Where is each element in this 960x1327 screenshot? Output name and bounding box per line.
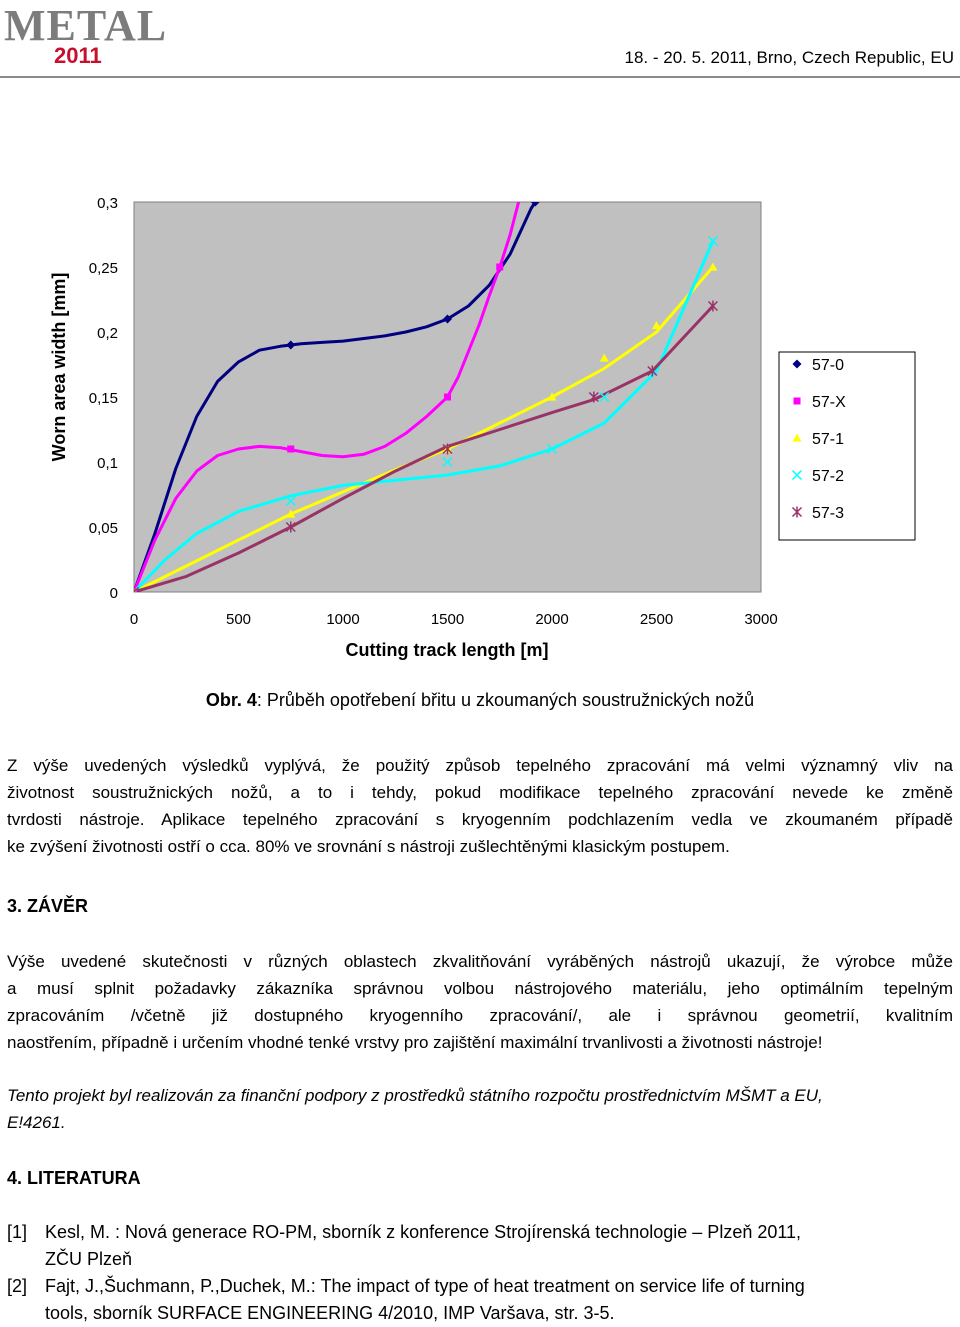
reference-line: Fajt, J.,Šuchmann, P.,Duchek, M.: The im… bbox=[45, 1276, 805, 1296]
data-point-57-1 bbox=[652, 321, 661, 330]
legend-marker-57-1 bbox=[792, 433, 802, 442]
para-line: naostřením, případně i určením vhodné te… bbox=[7, 1033, 823, 1052]
reference-line: ZČU Plzeň bbox=[45, 1249, 133, 1269]
legend-marker-57-2 bbox=[791, 469, 803, 481]
para-line: zpracováním /včetně již dostupného kryog… bbox=[7, 1006, 953, 1025]
x-tick-label: 0 bbox=[130, 611, 138, 628]
x-tick-labels: 0 500 1000 1500 2000 2500 3000 bbox=[130, 611, 778, 628]
reference-text: Fajt, J.,Šuchmann, P.,Duchek, M.: The im… bbox=[45, 1273, 945, 1327]
para-line: tvrdosti nástroje. Aplikace tepelného zp… bbox=[7, 810, 953, 829]
para-line: životnost soustružnických nožů, a to i t… bbox=[7, 783, 953, 802]
y-tick-label: 0,1 bbox=[97, 455, 118, 472]
series-line-57-0 bbox=[134, 202, 537, 592]
logo-year-text: 2011 bbox=[54, 43, 102, 68]
para-line: Výše uvedené skutečnosti v různých oblas… bbox=[7, 952, 953, 971]
legend-label: 57-2 bbox=[812, 468, 844, 485]
legend-marker-57-X bbox=[793, 397, 801, 405]
legend-marker-57-3 bbox=[791, 506, 803, 518]
data-point-57-0 bbox=[530, 202, 540, 207]
x-tick-label: 3000 bbox=[744, 611, 777, 628]
legend-items: 57-0 57-X 57-1 57-2 57-3 bbox=[791, 357, 846, 522]
caption-text: : Průběh opotřebení břitu u zkoumaných s… bbox=[256, 690, 755, 710]
wear-chart: 0 0,05 0,1 0,15 0,2 0,25 0,3 0 500 1000 1500 2000 2… bbox=[40, 180, 940, 680]
reference-line: Kesl, M. : Nová generace RO-PM, sborník … bbox=[45, 1222, 802, 1242]
legend-label: 57-3 bbox=[812, 505, 844, 522]
para-line: ke zvýšení životnosti ostří o cca. 80% v… bbox=[7, 837, 730, 856]
paragraph-results: Z výše uvedených výsledků vyplývá, že po… bbox=[7, 752, 953, 860]
series-line-57-2 bbox=[134, 239, 715, 592]
y-tick-label: 0,15 bbox=[89, 390, 118, 407]
para-line: a musí splnit požadavky zákazníka správn… bbox=[7, 979, 953, 998]
data-point-57-2 bbox=[599, 391, 610, 403]
legend-marker-57-0 bbox=[792, 359, 802, 369]
data-point-57-X bbox=[287, 445, 295, 453]
para-line: Z výše uvedených výsledků vyplývá, že po… bbox=[7, 756, 953, 775]
data-point-57-2 bbox=[442, 456, 453, 468]
metal-logo: METAL 2011 bbox=[4, 2, 166, 70]
x-tick-label: 1500 bbox=[431, 611, 464, 628]
reference-text: Kesl, M. : Nová generace RO-PM, sborník … bbox=[45, 1219, 945, 1273]
page-header: METAL 2011 18. - 20. 5. 2011, Brno, Czec… bbox=[0, 0, 960, 80]
legend-label: 57-1 bbox=[812, 431, 844, 448]
reference-line: tools, sborník SURFACE ENGINEERING 4/201… bbox=[45, 1303, 615, 1323]
data-point-57-2 bbox=[707, 235, 718, 247]
series-curves bbox=[134, 202, 715, 592]
data-point-57-3 bbox=[285, 521, 296, 533]
series-line-57-X bbox=[134, 202, 521, 592]
data-point-57-1 bbox=[599, 353, 609, 362]
x-tick-label: 2000 bbox=[535, 611, 568, 628]
logo-main-text: METAL bbox=[4, 1, 168, 50]
data-point-57-1 bbox=[547, 392, 557, 401]
y-tick-label: 0,05 bbox=[89, 520, 118, 537]
data-point-57-0 bbox=[286, 340, 296, 350]
series-line-57-3 bbox=[134, 304, 715, 592]
y-tick-label: 0,2 bbox=[97, 325, 118, 342]
data-point-57-2 bbox=[546, 443, 558, 455]
x-axis-label: Cutting track length [m] bbox=[346, 640, 549, 660]
wear-chart-svg: 0 0,05 0,1 0,15 0,2 0,25 0,3 0 500 1000 1500 2000 2… bbox=[40, 180, 940, 680]
figure-caption: Obr. 4: Průběh opotřebení břitu u zkouma… bbox=[0, 690, 960, 711]
y-tick-labels: 0 0,05 0,1 0,15 0,2 0,25 0,3 bbox=[89, 195, 118, 602]
data-point-57-3 bbox=[647, 365, 658, 377]
header-divider bbox=[0, 76, 960, 78]
ack-line: E!4261. bbox=[7, 1113, 66, 1132]
conference-date-place: 18. - 20. 5. 2011, Brno, Czech Republic,… bbox=[624, 48, 954, 67]
legend-box bbox=[778, 351, 916, 541]
section-heading-zaver: 3. ZÁVĚR bbox=[7, 896, 89, 916]
data-point-57-3 bbox=[707, 300, 718, 312]
acknowledgement: Tento projekt byl realizován za finanční… bbox=[7, 1082, 953, 1136]
legend-label: 57-0 bbox=[812, 357, 844, 374]
y-tick-label: 0,25 bbox=[89, 260, 118, 277]
data-point-57-3 bbox=[442, 443, 453, 455]
legend: 57-0 57-X 57-1 57-2 57-3 bbox=[778, 351, 916, 541]
data-point-57-2 bbox=[285, 495, 296, 507]
series-markers bbox=[134, 202, 718, 592]
x-tick-label: 1000 bbox=[326, 611, 359, 628]
legend-label: 57-X bbox=[812, 394, 846, 411]
data-point-57-X bbox=[444, 393, 451, 401]
data-point-57-0 bbox=[443, 314, 452, 324]
caption-label: Obr. 4 bbox=[205, 690, 257, 710]
y-axis-label: Worn area width [mm] bbox=[49, 273, 69, 462]
ack-line: Tento projekt byl realizován za finanční… bbox=[7, 1086, 823, 1105]
data-point-57-1 bbox=[286, 509, 296, 518]
x-tick-label: 2500 bbox=[640, 611, 673, 628]
section-heading-literatura: 4. LITERATURA bbox=[7, 1168, 141, 1188]
reference-number: [2] bbox=[7, 1276, 28, 1296]
data-point-57-3 bbox=[588, 391, 599, 403]
x-tick-label: 500 bbox=[226, 611, 251, 628]
reference-number: [1] bbox=[7, 1222, 28, 1242]
data-point-57-1 bbox=[708, 262, 718, 271]
y-tick-label: 0,3 bbox=[97, 195, 118, 212]
y-tick-label: 0 bbox=[110, 585, 118, 602]
paragraph-conclusion: Výše uvedené skutečnosti v různých oblas… bbox=[7, 948, 953, 1056]
data-point-57-X bbox=[496, 263, 504, 271]
data-point-57-3 bbox=[134, 586, 140, 592]
